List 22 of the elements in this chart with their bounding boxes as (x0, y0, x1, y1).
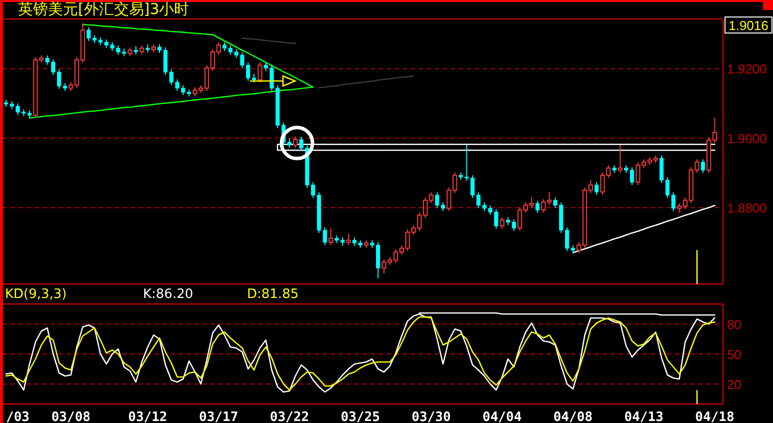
x-tick-label: 04/08 (553, 410, 593, 423)
x-tick-label: 03/30 (412, 410, 451, 423)
y-tick-label: 1.9000 (727, 131, 767, 146)
text: 1.9016 (728, 18, 768, 33)
x-tick-label: 03/12 (128, 410, 168, 423)
x-tick-label: 03/17 (199, 410, 238, 423)
x-tick-label: 03/08 (51, 410, 91, 423)
chart-title: KD(9,3,3) (5, 287, 67, 302)
y-tick-label: 1.8800 (727, 200, 767, 216)
x-tick-label: 04/13 (624, 410, 664, 423)
chart-title: 英镑美元[外汇交易]3小时 (18, 0, 190, 18)
x-tick-label: /03 (6, 410, 30, 423)
y-tick-label: 20 (727, 377, 742, 392)
x-tick-label: 04/04 (482, 410, 522, 423)
x-tick-label: 04/18 (695, 410, 734, 423)
text: D:81.85 (247, 287, 299, 302)
y-tick-label: 80 (727, 317, 742, 332)
text: K:86.20 (143, 287, 194, 302)
y-tick-label: 1.9200 (727, 62, 767, 77)
x-tick-label: 03/25 (340, 410, 380, 423)
y-tick-label: 50 (727, 347, 742, 362)
x-tick-label: 03/22 (270, 410, 310, 423)
